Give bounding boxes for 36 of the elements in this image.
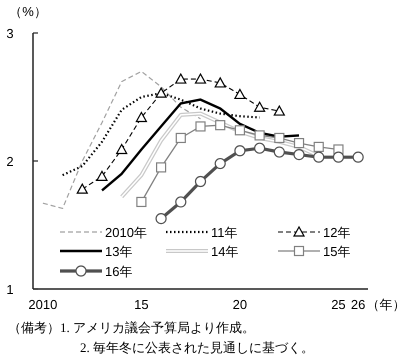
point [136, 196, 146, 208]
point [274, 146, 285, 158]
x-tick-label: 20 [232, 297, 248, 312]
legend-label: 2010年 [105, 225, 147, 240]
legend-label: 15年 [323, 244, 350, 259]
point [194, 176, 206, 188]
point [293, 149, 305, 160]
point [155, 213, 167, 224]
point [332, 152, 344, 163]
point [314, 142, 324, 152]
x-tick-label: 2010 [28, 297, 58, 312]
legend-label: 14年 [211, 244, 238, 259]
point [352, 152, 364, 163]
x-tick-label: 26 [350, 297, 366, 312]
point [313, 152, 324, 163]
point [274, 132, 284, 144]
x-tick-label: 15 [134, 297, 149, 312]
text: 2. 毎年冬に公表された見通しに基づく。 [80, 340, 314, 355]
legend-label: 13年 [105, 244, 132, 259]
legend-label: 16年 [105, 264, 132, 279]
y-tick-label: 3 [6, 26, 14, 41]
x-tick-label: 25 [331, 297, 346, 312]
point [175, 196, 186, 208]
point [175, 73, 186, 84]
legend-label: 11年 [211, 225, 238, 240]
point [194, 73, 206, 84]
y-tick-label: 1 [6, 282, 14, 297]
legend-label: 12年 [323, 225, 350, 240]
x-axis-title: （年） [366, 297, 405, 312]
point [76, 184, 88, 194]
point [274, 105, 285, 116]
text: （備考）1. アメリカ議会予算局より作成。 [8, 320, 255, 335]
y-axis-title: （%） [9, 4, 47, 19]
point [294, 138, 304, 148]
y-tick-label: 2 [6, 154, 14, 169]
point [214, 77, 226, 88]
